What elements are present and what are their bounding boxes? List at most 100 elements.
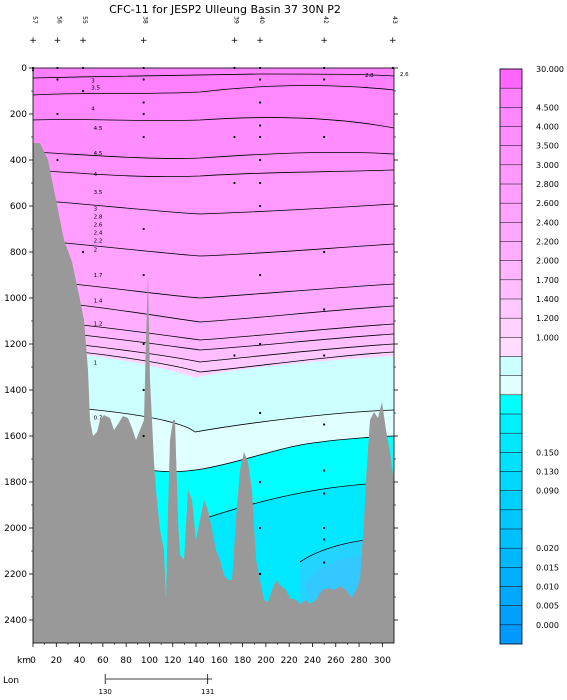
lon-axis-label: Lon bbox=[3, 676, 19, 686]
x-tick-label: 80 bbox=[120, 656, 132, 666]
x-tick-label: 260 bbox=[327, 656, 344, 666]
section-field bbox=[33, 68, 394, 643]
sample-dot bbox=[142, 78, 145, 81]
seafloor bbox=[33, 143, 394, 643]
chart-title: CFC-11 for JESP2 Ulleung Basin 37 30N P2 bbox=[109, 3, 341, 16]
legend-label: 1.700 bbox=[536, 276, 559, 285]
sample-dot bbox=[258, 411, 262, 415]
x-tick-label: 140 bbox=[187, 656, 204, 666]
legend-swatch bbox=[500, 88, 522, 108]
legend-label: 2.600 bbox=[536, 199, 559, 208]
sample-dot bbox=[258, 342, 262, 346]
sample-dot bbox=[258, 101, 262, 104]
legend-label: 2.200 bbox=[536, 238, 559, 247]
contour-label: 2.8 bbox=[365, 73, 374, 79]
legend-swatch bbox=[500, 605, 522, 625]
legend-swatch bbox=[500, 203, 522, 223]
legend-swatch bbox=[500, 299, 522, 319]
station-marker: + bbox=[54, 36, 62, 46]
legend-label: 1.400 bbox=[536, 295, 559, 304]
legend-swatch bbox=[500, 337, 522, 357]
station-label: 56 bbox=[55, 16, 62, 24]
x-tick-label: 100 bbox=[141, 656, 158, 666]
legend-frame bbox=[499, 68, 523, 645]
station-label: 55 bbox=[81, 16, 88, 24]
contour-label: 1.2 bbox=[94, 321, 103, 327]
station-marker: + bbox=[29, 36, 37, 46]
contour-label: 3.5 bbox=[94, 190, 103, 196]
y-tick-label: 600 bbox=[10, 202, 27, 212]
y-tick-label: 1400 bbox=[4, 386, 27, 396]
contour-lines bbox=[33, 73, 394, 563]
contour-label: 2.2 bbox=[94, 239, 103, 245]
x-axis-label: km bbox=[17, 656, 31, 666]
legend-swatch bbox=[500, 529, 522, 549]
legend-swatch bbox=[500, 318, 522, 338]
y-tick-label: 1600 bbox=[4, 432, 27, 442]
legend-label: 3.500 bbox=[536, 142, 559, 151]
legend-swatch bbox=[500, 452, 522, 472]
legend-swatch bbox=[500, 624, 522, 644]
sample-dot bbox=[323, 538, 326, 541]
contour-label: 2.6 bbox=[94, 222, 103, 228]
sample-dot bbox=[258, 204, 262, 208]
sample-dot bbox=[142, 342, 145, 346]
sample-dot bbox=[323, 561, 326, 564]
station-marker: + bbox=[256, 36, 264, 46]
sample-dot bbox=[142, 434, 145, 438]
sample-dot bbox=[142, 112, 145, 116]
sample-dot bbox=[258, 158, 262, 162]
y-tick-label: 2200 bbox=[4, 570, 27, 580]
color-legend: 30.000 4.500 4.000 3.500 3.000 2.800 2.600 2.40… bbox=[499, 65, 564, 645]
legend-swatch bbox=[500, 471, 522, 491]
legend-swatch bbox=[500, 356, 522, 376]
sample-dot bbox=[323, 135, 326, 139]
station-label: 57 bbox=[31, 16, 38, 24]
contour-label: 4 bbox=[91, 106, 95, 112]
legend-label: 0.000 bbox=[536, 621, 559, 630]
station-marker: + bbox=[389, 36, 397, 46]
sample-dot bbox=[56, 158, 59, 162]
contour-labels: 33.544.54.543.532.82.62.42.221.71.41.210… bbox=[91, 72, 409, 422]
legend-label: 0.150 bbox=[536, 448, 559, 457]
legend-swatch bbox=[500, 164, 522, 184]
sample-dot bbox=[56, 78, 59, 81]
y-tick-label: 0 bbox=[21, 64, 27, 74]
x-tick-label: 0 bbox=[30, 656, 36, 666]
sample-dot bbox=[233, 135, 236, 139]
y-tick-label: 1000 bbox=[4, 294, 27, 304]
sample-dot bbox=[258, 181, 262, 185]
sample-dot bbox=[142, 101, 145, 104]
legend-swatch bbox=[500, 126, 522, 146]
contour-label: 0.7 bbox=[94, 416, 103, 422]
legend-label: 0.010 bbox=[536, 583, 559, 592]
plot-frame bbox=[32, 67, 395, 644]
sample-dot bbox=[258, 273, 262, 277]
sample-dot bbox=[323, 469, 326, 472]
legend-label: 0.015 bbox=[536, 563, 559, 572]
sample-dot bbox=[258, 572, 262, 576]
sample-dot bbox=[323, 354, 326, 357]
sample-dot bbox=[258, 124, 262, 127]
y-tick-label: 1800 bbox=[4, 478, 27, 488]
contour-label: 1.4 bbox=[94, 298, 103, 304]
legend-swatch bbox=[500, 586, 522, 606]
x-tick-label: 120 bbox=[164, 656, 181, 666]
station-labels: 57 +56 +55 +38 +39 +40 +42 +43 + bbox=[29, 16, 398, 46]
legend-swatch bbox=[500, 548, 522, 568]
sample-dot bbox=[323, 423, 326, 426]
sample-dot bbox=[323, 526, 326, 530]
station-label: 39 bbox=[232, 16, 239, 24]
station-label: 42 bbox=[322, 16, 329, 24]
x-axis: 0 20 40 60 80 100 120 140 160 180 200 220 240 260 280 3… bbox=[30, 643, 391, 666]
x-tick-label: 180 bbox=[234, 656, 251, 666]
y-tick-label: 800 bbox=[10, 248, 27, 258]
sample-dot bbox=[142, 388, 145, 392]
legend-swatch bbox=[500, 107, 522, 127]
contour-label: 4.5 bbox=[94, 151, 103, 157]
station-label: 43 bbox=[391, 16, 398, 24]
sample-dot bbox=[258, 78, 262, 81]
lon-ticks: 130 131 bbox=[99, 674, 214, 696]
legend-label: 4.000 bbox=[536, 123, 559, 132]
